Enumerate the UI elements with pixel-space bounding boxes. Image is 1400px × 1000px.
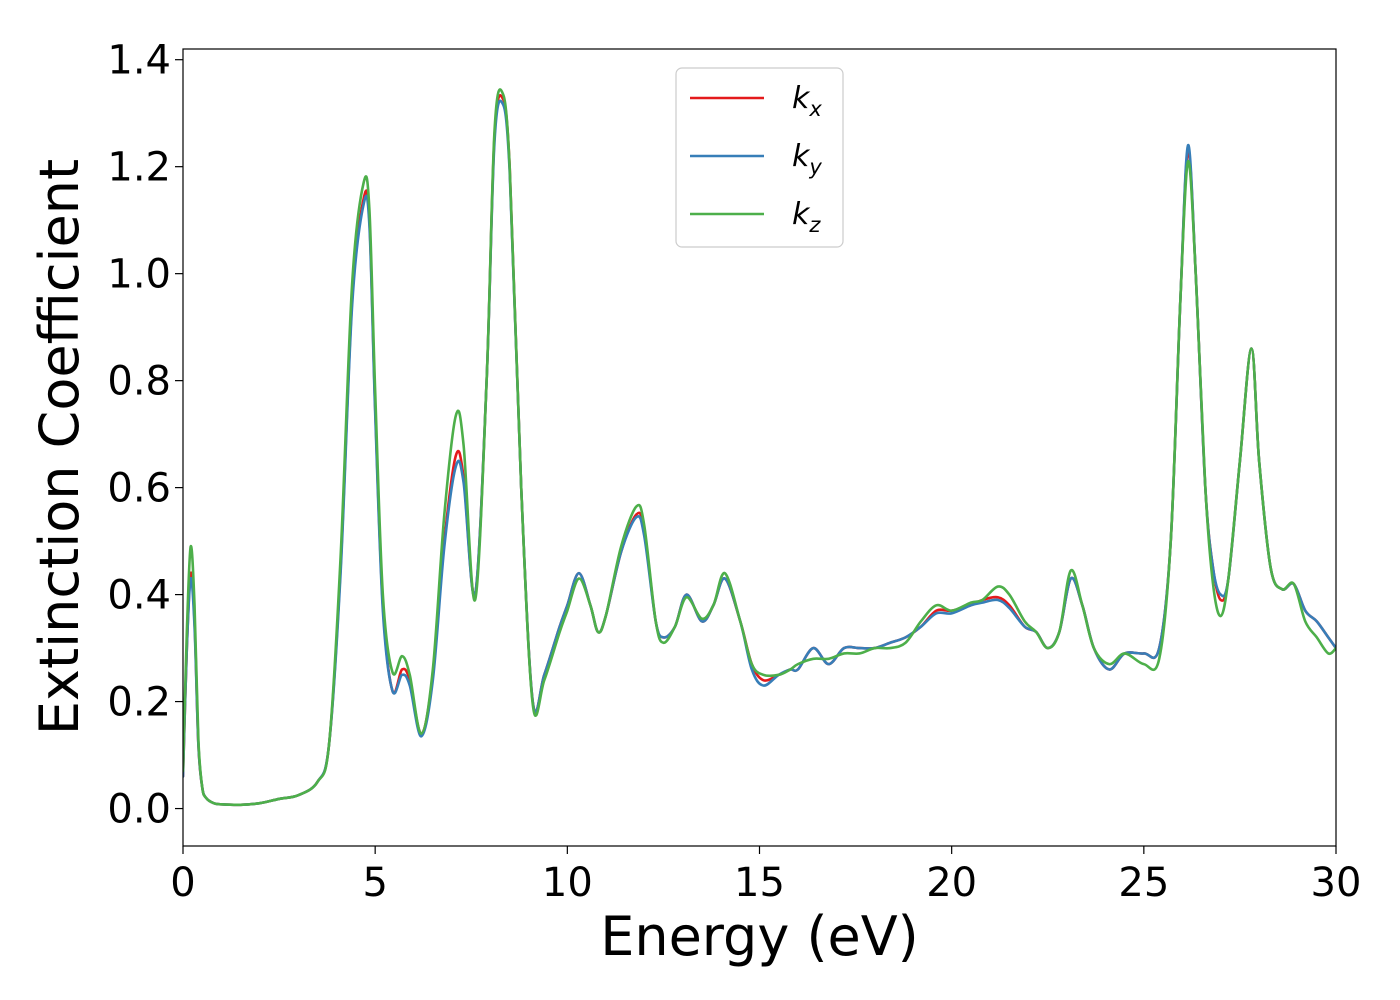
y-axis-label: Extinction Coefficient bbox=[28, 159, 91, 735]
y-tick-label: 0.6 bbox=[107, 466, 171, 512]
series-line-z bbox=[183, 88, 1336, 807]
legend-label-y: ky bbox=[792, 139, 822, 179]
x-tick-label: 20 bbox=[926, 860, 977, 906]
x-tick-label: 30 bbox=[1311, 860, 1362, 906]
x-tick-label: 0 bbox=[170, 860, 195, 906]
series-layer bbox=[183, 88, 1336, 807]
y-tick-label: 1.0 bbox=[107, 252, 171, 298]
y-tick-label: 1.2 bbox=[107, 145, 171, 191]
y-axis: 0.0 0.2 0.4 0.6 0.8 1.0 1.2 1.4 bbox=[107, 38, 183, 833]
x-tick-label: 10 bbox=[542, 860, 593, 906]
legend-box bbox=[675, 67, 844, 248]
x-tick-label: 15 bbox=[734, 860, 785, 906]
y-tick-label: 0.2 bbox=[107, 680, 171, 726]
x-tick-label: 25 bbox=[1118, 860, 1169, 906]
y-tick-label: 0.8 bbox=[107, 359, 171, 405]
x-axis-label: Energy (eV) bbox=[600, 905, 919, 968]
x-axis: 0 5 10 15 20 25 30 bbox=[170, 846, 1361, 906]
x-tick-label: 5 bbox=[362, 860, 387, 906]
y-tick-label: 1.4 bbox=[107, 38, 171, 84]
legend: kx ky kz bbox=[675, 67, 844, 248]
legend-label-x: kx bbox=[792, 81, 822, 121]
y-tick-label: 0.4 bbox=[107, 573, 171, 619]
y-tick-label: 0.0 bbox=[107, 787, 171, 833]
legend-label-z: kz bbox=[792, 197, 821, 237]
